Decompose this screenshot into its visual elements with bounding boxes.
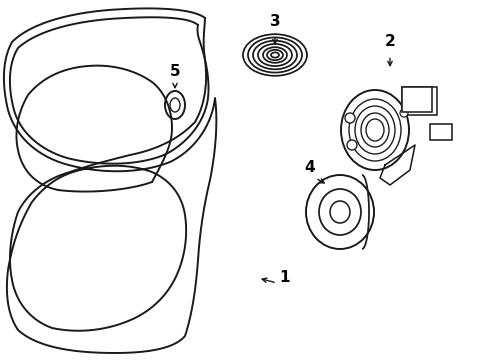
Ellipse shape — [253, 41, 297, 69]
Text: 4: 4 — [305, 161, 315, 175]
Ellipse shape — [267, 50, 283, 60]
Ellipse shape — [347, 140, 357, 150]
Ellipse shape — [319, 189, 361, 235]
Ellipse shape — [349, 99, 401, 161]
Ellipse shape — [248, 37, 302, 73]
Ellipse shape — [330, 201, 350, 223]
Text: 5: 5 — [170, 64, 180, 80]
Ellipse shape — [306, 175, 374, 249]
Ellipse shape — [165, 91, 185, 119]
Ellipse shape — [170, 98, 180, 112]
Bar — [402, 87, 437, 115]
Text: 3: 3 — [270, 14, 280, 30]
Ellipse shape — [341, 90, 409, 170]
Ellipse shape — [361, 113, 389, 147]
Text: 2: 2 — [385, 35, 395, 49]
Ellipse shape — [258, 44, 292, 66]
Ellipse shape — [271, 53, 279, 58]
Ellipse shape — [366, 119, 384, 141]
Ellipse shape — [400, 109, 408, 117]
Text: 1: 1 — [280, 270, 290, 285]
Ellipse shape — [263, 47, 287, 63]
Ellipse shape — [355, 106, 395, 154]
Ellipse shape — [243, 34, 307, 76]
Bar — [430, 124, 452, 140]
Ellipse shape — [345, 113, 355, 123]
Bar — [402, 87, 432, 112]
